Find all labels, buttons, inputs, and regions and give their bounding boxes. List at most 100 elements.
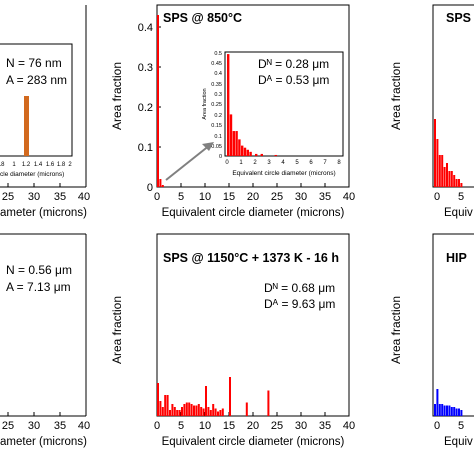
histogram-bar — [212, 404, 215, 416]
histogram-bar — [458, 179, 460, 187]
histogram-bar — [246, 149, 249, 156]
histogram-bar — [453, 175, 456, 187]
tick-label: 0.2 — [138, 102, 153, 114]
inset-tick-label: 8 — [337, 160, 341, 166]
inset-tick-label: 0.3 — [214, 92, 222, 98]
histogram-bar — [436, 139, 439, 187]
y-tick-labels: 0 0.1 0.2 0.3 0.4 — [138, 22, 153, 194]
inset-tick-label: 0.35 — [211, 82, 222, 88]
histogram-bar — [245, 402, 248, 416]
inset-tick-label: 0 — [225, 160, 229, 166]
histogram-bar — [455, 179, 458, 187]
histogram-bar — [441, 155, 444, 187]
tick-label: 25 — [2, 420, 14, 432]
tick-label: 40 — [343, 420, 355, 432]
histogram-bar — [185, 402, 188, 416]
inset-top-middle: 0 0.05 0.1 0.15 0.2 0.25 0.3 0.35 0.4 0.… — [202, 51, 344, 177]
x-axis-label: Equivalent circle diameter (microns) — [162, 436, 345, 448]
y-axis-label: Area fraction — [389, 62, 403, 130]
histogram-bar — [255, 153, 258, 156]
inset-x-label: cle diameter (microns) — [0, 171, 64, 178]
histogram-bar — [453, 407, 456, 416]
inset-x-label: Equivalent circle diameter (microns) — [232, 170, 335, 177]
annotation-da: A = 283 nm — [6, 73, 67, 87]
histogram-bar — [434, 404, 436, 416]
tick-label: 5 — [458, 420, 464, 432]
panel-bottom-right: HIP Area fraction 0 5 Equiv — [389, 233, 474, 448]
inset-tick-label: 0.45 — [211, 61, 222, 67]
y-axis-label: Area fraction — [110, 62, 124, 130]
histogram-bar — [455, 408, 458, 416]
histogram-bar — [448, 171, 451, 187]
inset-tick-label: 0.05 — [211, 144, 222, 150]
histogram-bar — [460, 410, 463, 416]
chart-title: SPS @ 1150°C + 1373 K - 16 h — [163, 251, 339, 265]
histogram-bar — [260, 153, 263, 156]
histogram-bar — [209, 410, 212, 416]
tick-label: 40 — [78, 191, 90, 203]
histogram-bar — [243, 147, 247, 156]
annotation-dn: N = 76 nm — [6, 56, 62, 70]
annotation-da: Dᴬ = 0.53 μm — [258, 73, 329, 87]
tick-label: 0 — [434, 191, 440, 203]
histogram-bar — [450, 407, 453, 416]
histogram-bar — [438, 404, 441, 416]
plot-frame — [432, 4, 474, 188]
histogram-bar — [181, 407, 183, 416]
tick-label: 0 — [154, 191, 160, 203]
histogram-bar — [159, 179, 162, 187]
inset-tick-label: 0.1 — [214, 134, 222, 140]
inset-tick-label: 0.5 — [214, 51, 222, 57]
arrow-head-icon — [202, 142, 214, 151]
x-axis-label: ameter (microns) — [0, 207, 87, 219]
inset-tick-label: 1.6 — [46, 162, 55, 168]
histogram-bar — [214, 408, 217, 416]
inset-tick-label: 6 — [309, 160, 313, 166]
histogram-bar — [169, 410, 171, 416]
histogram-bar — [221, 408, 224, 416]
inset-tick-label: 1 — [239, 160, 243, 166]
inset-tick-label: 1 — [12, 162, 16, 168]
histogram-bar — [207, 407, 210, 416]
panel-top-right: SPS Area fraction 0 5 Equiv — [389, 4, 474, 219]
bar-series — [434, 119, 463, 187]
annotation-da: Dᴬ = 9.63 μm — [264, 297, 335, 311]
annotation-dn: Dᴺ = 0.28 μm — [258, 57, 329, 71]
tick-label: 5 — [458, 191, 464, 203]
histogram-bar — [441, 404, 444, 416]
histogram-bar — [161, 407, 164, 416]
inset-y-label: Area fraction — [202, 88, 208, 119]
tick-label: 0 — [147, 182, 153, 194]
inset-bar-series — [227, 54, 277, 156]
histogram-bar — [176, 410, 179, 416]
histogram-bar — [267, 390, 270, 416]
histogram-bar — [197, 404, 200, 416]
inset-bar — [24, 96, 29, 156]
inset-tick-label: 0 — [219, 154, 222, 160]
x-axis-label: Equivalent circle diameter (microns) — [162, 207, 345, 219]
inset-tick-label: 1.4 — [34, 162, 43, 168]
histogram-bar — [195, 405, 198, 416]
tick-marks — [7, 183, 87, 187]
chart-title: HIP — [446, 251, 467, 265]
tick-label: 30 — [295, 191, 307, 203]
annotation-da: A = 7.13 μm — [6, 280, 71, 294]
inset-tick-label: 0.4 — [214, 71, 222, 77]
x-axis-label: Equiv — [444, 207, 473, 219]
histogram-bar — [443, 405, 446, 416]
tick-label: 0 — [434, 420, 440, 432]
inset-tick-label: 3 — [267, 160, 271, 166]
histogram-bar — [446, 163, 448, 187]
inset-tick-label: 0.25 — [211, 102, 222, 108]
inset-tick-label: 2 — [68, 162, 72, 168]
plot-frame — [432, 233, 474, 417]
histogram-bar — [166, 395, 169, 416]
panel-bottom-left: 25 30 35 40 ameter (microns) N = 0.56 μm… — [0, 233, 90, 448]
inset-frame — [0, 43, 73, 157]
histogram-bar — [450, 171, 453, 187]
histogram-bar — [202, 408, 205, 416]
histogram-bar — [235, 131, 238, 156]
histogram-bar — [458, 408, 460, 416]
tick-label: 20 — [247, 191, 259, 203]
